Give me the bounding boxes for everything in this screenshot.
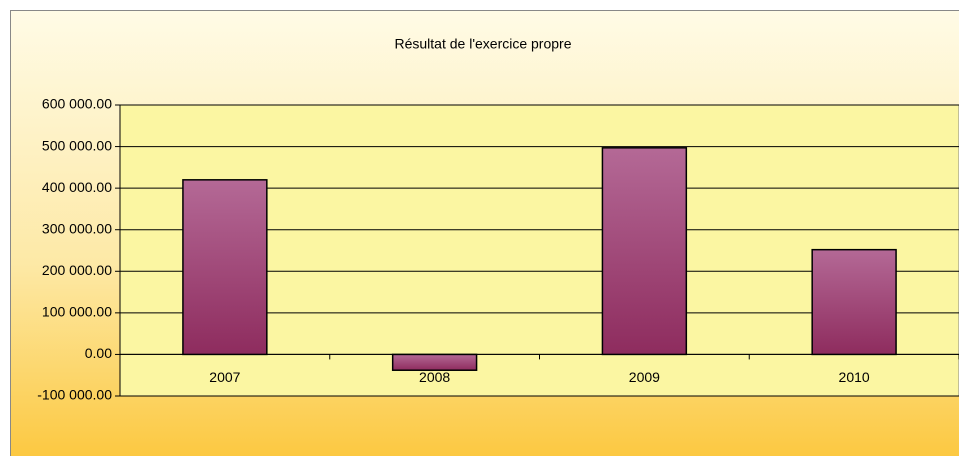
y-tick-label: 500 000.00: [42, 137, 112, 153]
y-tick-label: 100 000.00: [42, 304, 112, 320]
x-tick-label: 2009: [629, 369, 660, 385]
y-tick-label: 200 000.00: [42, 262, 112, 278]
y-tick-label: 300 000.00: [42, 220, 112, 236]
bar: [601, 147, 688, 356]
y-tick-label: -100 000.00: [37, 387, 112, 403]
y-tick-label: 0.00: [85, 345, 112, 361]
y-tick-label: 600 000.00: [42, 96, 112, 112]
bar: [811, 248, 897, 356]
x-tick-label: 2008: [419, 369, 450, 385]
chart-title: Résultat de l'exercice propre: [395, 36, 572, 52]
x-tick-label: 2010: [839, 369, 870, 385]
bar: [391, 353, 478, 371]
y-tick-label: 400 000.00: [42, 179, 112, 195]
bar: [182, 179, 268, 356]
x-tick-label: 2007: [209, 369, 240, 385]
